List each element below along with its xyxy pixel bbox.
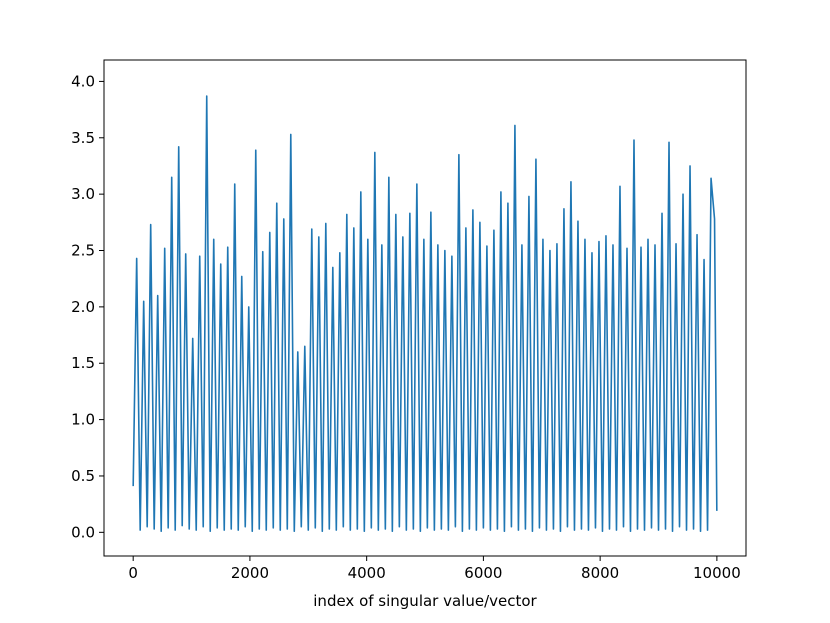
x-tick-label: 4000	[348, 564, 386, 582]
y-tick-label: 1.0	[71, 411, 95, 429]
x-tick-label: 6000	[464, 564, 502, 582]
x-tick-label: 0	[128, 564, 138, 582]
axes-frame	[103, 59, 747, 557]
y-tick-label: 4.0	[71, 72, 95, 90]
y-tick-label: 3.5	[71, 129, 95, 147]
y-tick-label: 3.0	[71, 185, 95, 203]
x-tick-label: 8000	[581, 564, 619, 582]
x-axis-label: index of singular value/vector	[313, 592, 537, 610]
y-tick-label: 2.5	[71, 242, 95, 260]
x-tick-label: 10000	[693, 564, 741, 582]
y-tick-label: 2.0	[71, 298, 95, 316]
data-line	[132, 95, 718, 532]
y-tick-label: 1.5	[71, 354, 95, 372]
y-tick-label: 0.0	[71, 523, 95, 541]
y-tick-label: 0.5	[71, 467, 95, 485]
x-tick-label: 2000	[231, 564, 269, 582]
